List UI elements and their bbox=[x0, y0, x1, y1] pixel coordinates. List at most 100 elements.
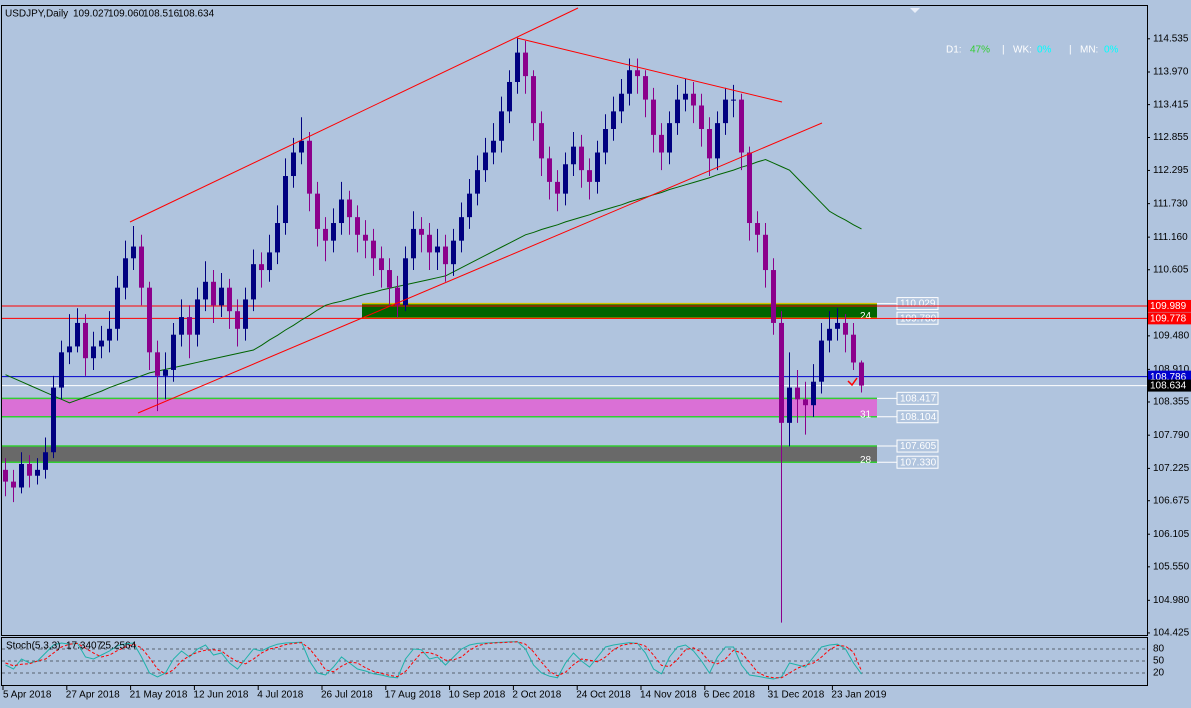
candle-body bbox=[467, 193, 472, 218]
candle-body bbox=[59, 352, 64, 388]
candle-body bbox=[395, 287, 400, 306]
candle-body bbox=[507, 81, 512, 112]
y-tick-label: 104.425 bbox=[1153, 628, 1190, 639]
candle-body bbox=[387, 270, 392, 288]
candle-body bbox=[347, 199, 352, 218]
zone bbox=[2, 398, 877, 417]
current-price-tag bbox=[1148, 379, 1191, 392]
candle-body bbox=[427, 234, 432, 253]
candle-body bbox=[435, 246, 440, 253]
stochastic-main-value: 17.3407 bbox=[66, 641, 103, 652]
candle-body bbox=[275, 223, 280, 253]
candle-body bbox=[339, 199, 344, 224]
candle-body bbox=[147, 287, 152, 353]
candle-body bbox=[635, 70, 640, 77]
x-tick-label: 5 Apr 2018 bbox=[3, 690, 52, 701]
zone-label: 107.330 bbox=[900, 457, 937, 468]
candle-body bbox=[571, 146, 576, 165]
candle-body bbox=[491, 140, 496, 153]
x-tick-label: 23 Jan 2019 bbox=[831, 690, 886, 701]
candle-body bbox=[267, 252, 272, 271]
candle-body bbox=[315, 193, 320, 229]
candle-body bbox=[715, 123, 720, 159]
candle-body bbox=[803, 399, 808, 406]
candle-body bbox=[259, 264, 264, 271]
candle-body bbox=[707, 129, 712, 159]
zone-count: 24 bbox=[860, 311, 872, 322]
candle-body bbox=[811, 381, 816, 406]
x-tick-label: 6 Dec 2018 bbox=[704, 690, 756, 701]
x-tick-label: 26 Jul 2018 bbox=[321, 690, 373, 701]
zone-label: 107.605 bbox=[900, 441, 937, 452]
candle-body bbox=[355, 217, 360, 235]
candle-body bbox=[611, 111, 616, 130]
candle-body bbox=[675, 99, 680, 124]
candle-body bbox=[299, 140, 304, 153]
trendline bbox=[137, 122, 823, 414]
strength-label: D1: bbox=[946, 45, 962, 56]
strength-separator: | bbox=[1069, 45, 1072, 56]
candle-body bbox=[627, 70, 632, 94]
stochastic-pane-frame bbox=[1, 637, 1148, 686]
stochastic-tick-label: 80 bbox=[1153, 644, 1165, 655]
candle-body bbox=[547, 158, 552, 182]
candle-body bbox=[403, 258, 408, 306]
candle-body bbox=[283, 176, 288, 224]
zone-label-box bbox=[896, 391, 939, 405]
stochastic-signal-value: 25.2564 bbox=[100, 641, 137, 652]
candle-body bbox=[763, 234, 768, 271]
candle-body bbox=[755, 223, 760, 235]
candle-body bbox=[51, 387, 56, 453]
candle-body bbox=[235, 311, 240, 329]
strength-value: 0% bbox=[1037, 45, 1052, 56]
symbol-label: USDJPY,Daily bbox=[5, 9, 68, 20]
price-tag-label: 109.989 bbox=[1150, 301, 1187, 312]
stochastic-name: Stoch(5,3,3) bbox=[6, 641, 60, 652]
candle-body bbox=[587, 170, 592, 182]
zone-label-box bbox=[896, 410, 939, 424]
candle-body bbox=[531, 76, 536, 124]
candle-body bbox=[523, 52, 528, 77]
candle-body bbox=[499, 111, 504, 141]
candle-body bbox=[99, 340, 104, 347]
x-tick-label: 2 Oct 2018 bbox=[512, 690, 561, 701]
strength-separator: | bbox=[1002, 45, 1005, 56]
candle-body bbox=[371, 240, 376, 259]
zone-count: 31 bbox=[860, 409, 872, 420]
candle-body bbox=[683, 93, 688, 100]
y-tick-label: 110.605 bbox=[1153, 264, 1189, 275]
candle-body bbox=[75, 322, 80, 347]
candle-body bbox=[243, 299, 248, 329]
zone-label: 110.029 bbox=[900, 299, 936, 310]
candle-body bbox=[739, 99, 744, 153]
price-pane: 110.029 109.780 24 108.417 108.104 31 107.605 1… bbox=[2, 7, 1147, 623]
candle-body bbox=[251, 264, 256, 300]
x-tick-label: 17 Aug 2018 bbox=[385, 690, 442, 701]
candle-body bbox=[163, 369, 168, 376]
candle-body bbox=[419, 228, 424, 235]
candle-body bbox=[771, 270, 776, 323]
candle-body bbox=[83, 322, 88, 359]
check-mark bbox=[847, 377, 858, 387]
zone-label: 108.417 bbox=[900, 393, 937, 404]
open-label: 109.027 bbox=[73, 9, 110, 20]
shift-marker bbox=[910, 8, 920, 13]
candle-body bbox=[747, 152, 752, 224]
x-tick-label: 14 Nov 2018 bbox=[640, 690, 697, 701]
zone-label-box bbox=[896, 439, 939, 453]
candle-body bbox=[195, 299, 200, 335]
candle-body bbox=[859, 362, 864, 386]
candle-body bbox=[227, 287, 232, 312]
candle-body bbox=[443, 246, 448, 265]
candle-body bbox=[475, 170, 480, 194]
candle-body bbox=[363, 234, 368, 241]
candle-body bbox=[595, 152, 600, 182]
zone bbox=[2, 446, 877, 463]
candle-body bbox=[643, 76, 648, 100]
y-tick-label: 112.855 bbox=[1153, 132, 1189, 143]
stochastic-tick-label: 20 bbox=[1153, 668, 1165, 679]
candle-body bbox=[323, 228, 328, 241]
